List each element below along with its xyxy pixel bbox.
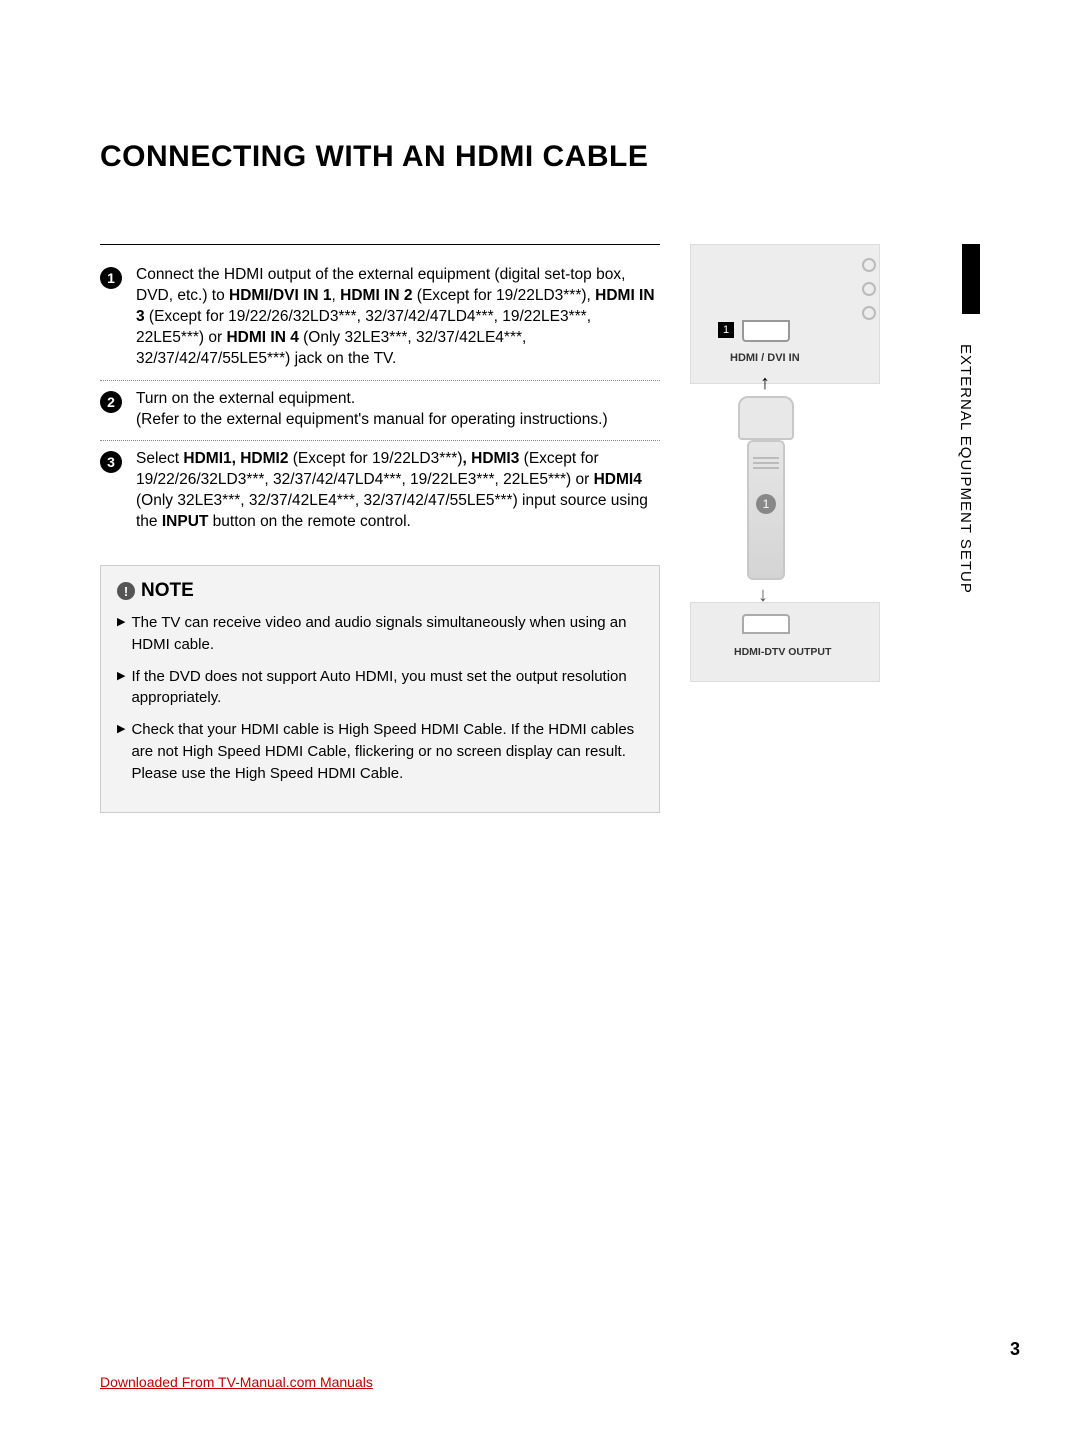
step-item: 2 Turn on the external equipment.(Refer t… xyxy=(100,381,660,442)
port-number-badge: 1 xyxy=(718,322,734,338)
cable-grip-lines xyxy=(753,454,779,472)
arrow-up-icon: ↑ xyxy=(760,372,770,395)
step-text: Select HDMI1, HDMI2 (Except for 19/22LD3… xyxy=(136,449,660,533)
step-item: 1 Connect the HDMI output of the external… xyxy=(100,257,660,381)
note-list: The TV can receive video and audio signa… xyxy=(117,612,643,784)
content-row: 1 Connect the HDMI output of the external… xyxy=(100,244,1020,813)
cable-number-badge: 1 xyxy=(756,494,776,514)
step-number-badge: 3 xyxy=(100,451,122,473)
left-column: 1 Connect the HDMI output of the external… xyxy=(100,244,660,813)
hdmi-cable-head xyxy=(738,396,794,440)
manual-page: CONNECTING WITH AN HDMI CABLE 1 Connect t… xyxy=(0,0,1080,1440)
step-text: Connect the HDMI output of the external … xyxy=(136,265,660,370)
device-port-label: HDMI-DTV OUTPUT xyxy=(734,646,831,658)
note-icon: ! xyxy=(117,582,135,600)
side-jacks xyxy=(854,248,884,378)
step-item: 3 Select HDMI1, HDMI2 (Except for 19/22LD… xyxy=(100,441,660,543)
note-heading-text: NOTE xyxy=(141,580,194,602)
step-text: Turn on the external equipment.(Refer to… xyxy=(136,389,608,431)
step-number-badge: 2 xyxy=(100,391,122,413)
note-box: ! NOTE The TV can receive video and audi… xyxy=(100,565,660,813)
port-label: HDMI / DVI IN xyxy=(730,352,800,364)
note-item: The TV can receive video and audio signa… xyxy=(117,612,643,656)
device-hdmi-port xyxy=(742,614,790,634)
connection-diagram: 1 HDMI / DVI IN ↑ 1 ↓ HDMI-DTV OUTPUT xyxy=(690,244,880,674)
right-column: EXTERNAL EQUIPMENT SETUP 1 HDMI / DVI IN… xyxy=(690,244,920,813)
page-title: CONNECTING WITH AN HDMI CABLE xyxy=(100,140,1020,174)
note-item: Check that your HDMI cable is High Speed… xyxy=(117,719,643,784)
note-item: If the DVD does not support Auto HDMI, y… xyxy=(117,666,643,710)
hdmi-port xyxy=(742,320,790,342)
steps-list: 1 Connect the HDMI output of the external… xyxy=(100,244,660,543)
step-number-badge: 1 xyxy=(100,267,122,289)
note-heading: ! NOTE xyxy=(117,580,643,602)
page-number: 3 xyxy=(1010,1339,1020,1360)
download-source-link[interactable]: Downloaded From TV-Manual.com Manuals xyxy=(100,1374,373,1390)
section-tab: EXTERNAL EQUIPMENT SETUP xyxy=(951,244,980,606)
